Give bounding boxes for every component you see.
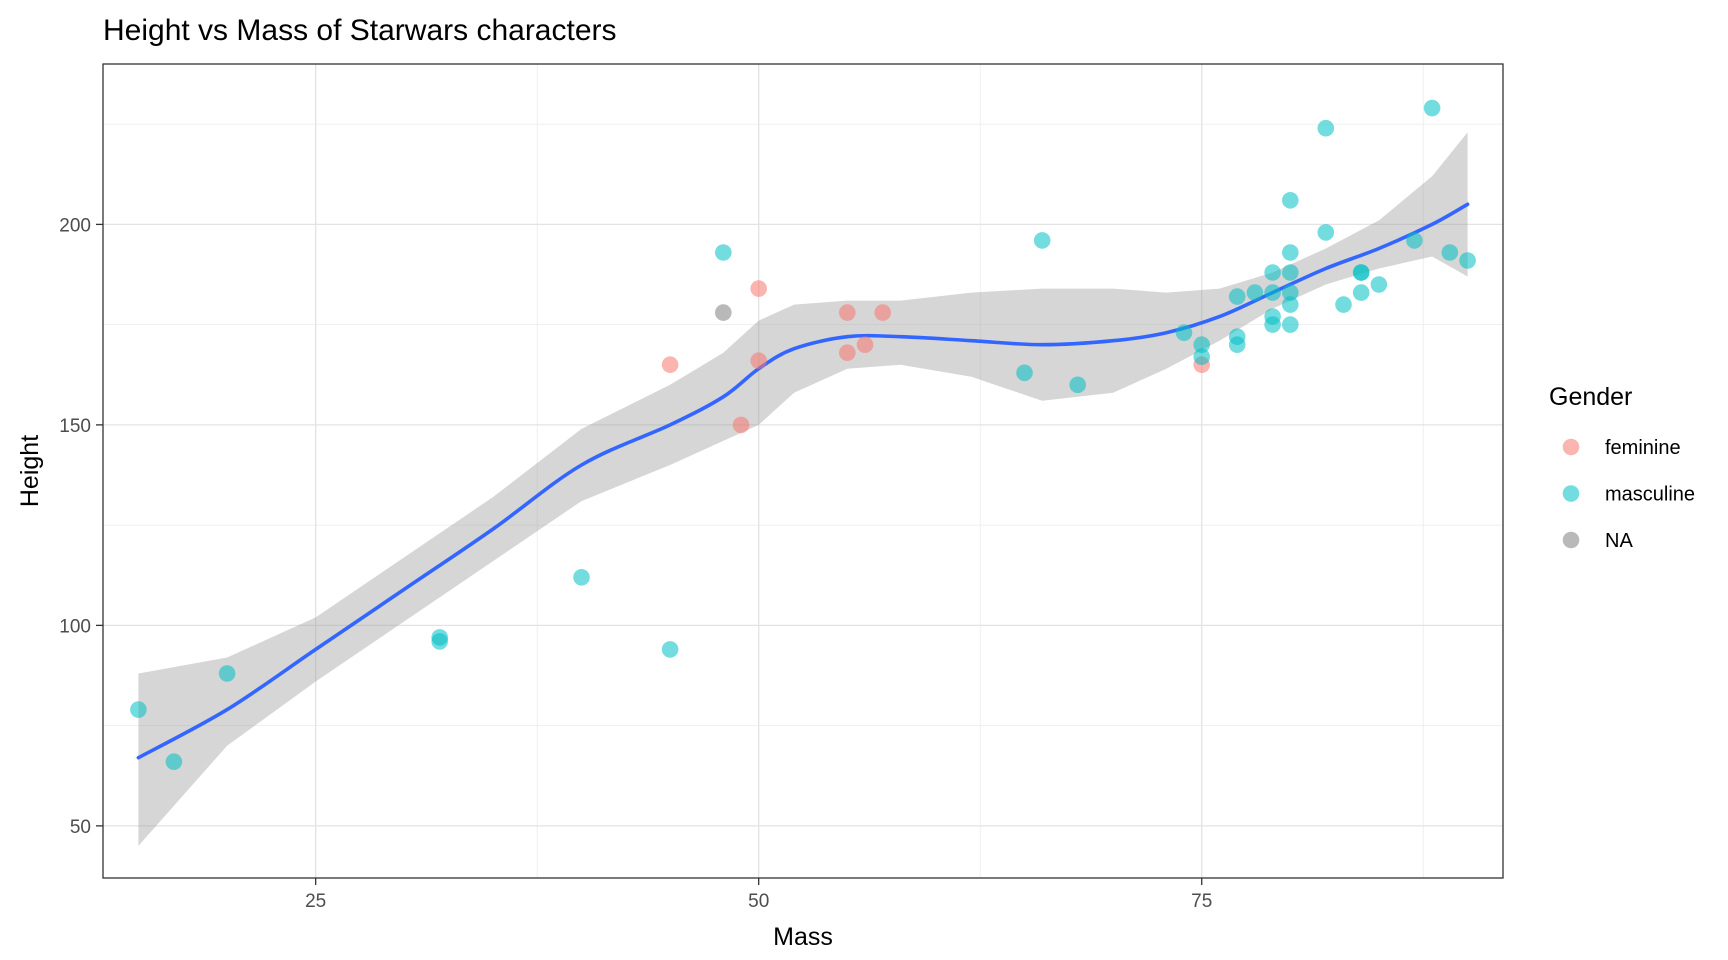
point-masculine xyxy=(715,244,732,261)
point-masculine xyxy=(1423,99,1441,117)
point-masculine xyxy=(1352,264,1370,281)
x-axis: 25 50 75 xyxy=(305,878,1212,912)
legend-key-masculine xyxy=(1562,485,1580,502)
point-masculine xyxy=(1016,364,1033,382)
point-masculine xyxy=(1193,348,1210,366)
point-masculine xyxy=(1033,232,1051,249)
point-masculine xyxy=(218,665,236,682)
point-masculine xyxy=(661,641,679,658)
point-na xyxy=(715,304,732,321)
point-feminine xyxy=(750,280,767,297)
legend: Gender feminine masculine NA xyxy=(1549,383,1695,552)
y-tick-label: 200 xyxy=(59,215,91,236)
point-feminine xyxy=(856,336,874,354)
x-axis-title: Mass xyxy=(773,923,833,951)
point-masculine xyxy=(1282,192,1299,209)
point-masculine xyxy=(1441,244,1459,261)
point-masculine xyxy=(1282,264,1299,281)
y-tick-label: 50 xyxy=(70,817,91,838)
smooth-band-layer xyxy=(138,132,1468,846)
point-masculine xyxy=(130,701,147,718)
point-masculine xyxy=(1264,316,1281,333)
point-feminine xyxy=(750,352,767,370)
x-tick-label: 25 xyxy=(305,891,326,912)
smooth-confidence-band xyxy=(138,132,1468,846)
panel-background xyxy=(103,64,1503,878)
point-masculine xyxy=(1317,119,1335,137)
legend-label-feminine: feminine xyxy=(1605,437,1681,459)
legend-key-na xyxy=(1562,531,1580,549)
point-masculine xyxy=(1282,284,1299,301)
panel-border xyxy=(102,63,1504,879)
point-masculine xyxy=(431,633,449,650)
point-masculine xyxy=(573,569,590,586)
point-feminine xyxy=(732,416,750,434)
point-masculine xyxy=(1175,324,1193,342)
grid-major xyxy=(103,64,1503,878)
legend-label-masculine: masculine xyxy=(1605,484,1695,506)
point-masculine xyxy=(1193,336,1210,354)
point-masculine xyxy=(1352,284,1370,301)
point-masculine xyxy=(1282,316,1299,333)
point-feminine xyxy=(839,304,856,321)
legend-title: Gender xyxy=(1549,383,1632,411)
point-masculine xyxy=(1246,284,1264,301)
point-masculine xyxy=(1264,264,1281,281)
point-masculine xyxy=(165,753,183,770)
point-feminine xyxy=(839,344,856,362)
point-masculine xyxy=(1069,376,1086,394)
point-masculine xyxy=(1370,276,1388,293)
y-tick-label: 150 xyxy=(59,416,91,437)
point-masculine xyxy=(1406,232,1423,249)
y-tick-label: 100 xyxy=(59,616,91,637)
y-axis: 50 100 150 200 xyxy=(59,215,103,838)
legend-key-feminine xyxy=(1562,438,1580,456)
points-layer xyxy=(130,99,1476,770)
grid-minor xyxy=(103,64,1503,878)
point-masculine xyxy=(1459,252,1476,269)
point-masculine xyxy=(1228,288,1246,305)
plot-panel xyxy=(102,63,1504,879)
legend-label-na: NA xyxy=(1605,530,1633,552)
x-tick-label: 75 xyxy=(1191,891,1212,912)
point-feminine xyxy=(874,304,891,321)
legend-entries: feminine masculine NA xyxy=(1562,437,1695,552)
point-masculine xyxy=(1264,284,1281,301)
point-masculine xyxy=(1317,224,1335,241)
point-masculine xyxy=(1282,244,1299,261)
x-tick-label: 50 xyxy=(748,891,769,912)
point-masculine xyxy=(1282,296,1299,313)
point-masculine xyxy=(1335,296,1352,313)
y-axis-title: Height xyxy=(16,435,44,507)
point-masculine xyxy=(1228,336,1246,354)
chart-title: Height vs Mass of Starwars characters xyxy=(103,14,617,47)
point-feminine xyxy=(661,356,679,374)
